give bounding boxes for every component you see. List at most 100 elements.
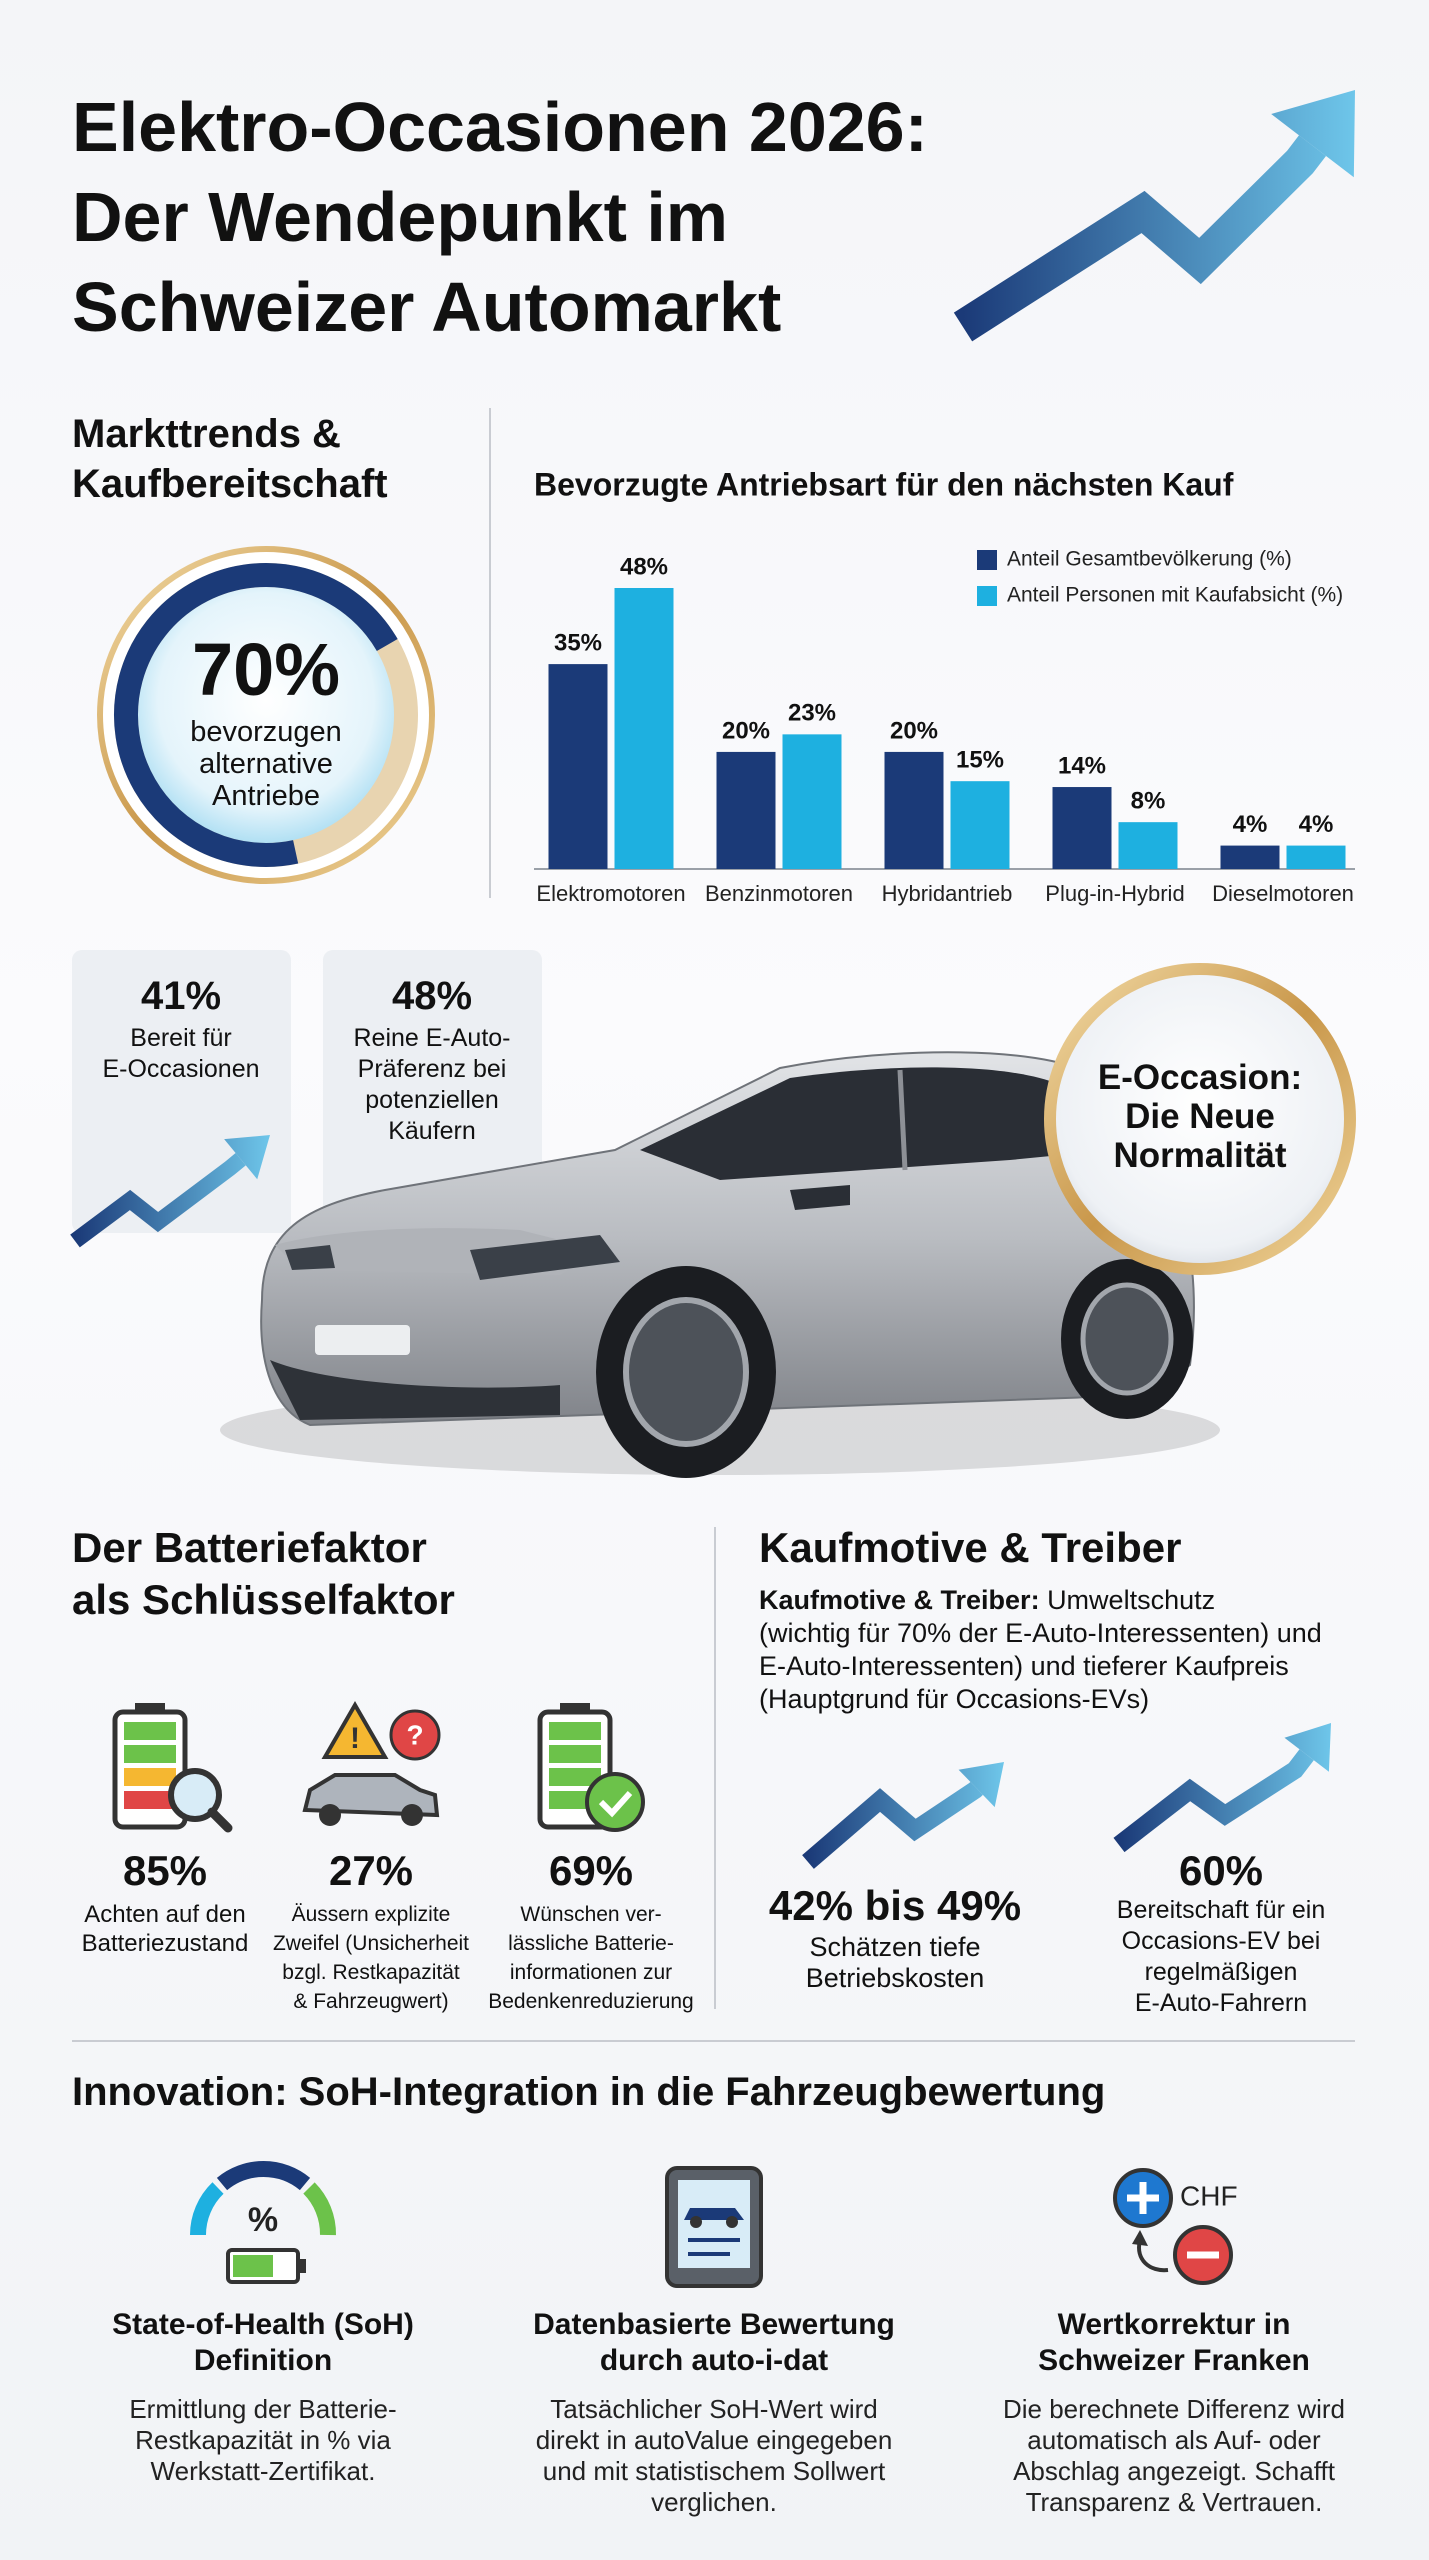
item-text-line: verglichen. (651, 2487, 777, 2517)
item-title-line: State-of-Health (SoH) (112, 2308, 414, 2341)
trend-arrow (1113, 1749, 1314, 1853)
item-title-line: Wertkorrektur in (1057, 2308, 1291, 2341)
ring-label-line: Antriebe (211, 780, 320, 812)
page-title-line: Schweizer Automarkt (72, 268, 782, 346)
section-heading-line: als Schlüsselfaktor (72, 1576, 455, 1623)
bar (716, 751, 776, 869)
x-tick-label: Benzinmotoren (705, 881, 853, 906)
value-label: 14% (1058, 752, 1106, 779)
trend-arrow (70, 1153, 246, 1248)
page-title-line: Der Wendepunkt im (72, 178, 729, 256)
bar (1052, 787, 1112, 869)
item-text: Tatsächlicher SoH-Wert wird direkt in aut… (484, 2394, 944, 2518)
stat-value: 27% (328, 1847, 414, 1894)
item-text-line: Transparenz & Vertrauen. (1025, 2487, 1323, 2517)
badge-text: E-Occasion: Die Neue Normalität (1060, 1058, 1340, 1175)
doubt-icon: ! ? (302, 1700, 441, 1826)
legend-swatch (977, 586, 997, 606)
stat-label-line: informationen zur (509, 1961, 673, 1984)
section-heading: Innovation: SoH-Integration in die Fahrz… (72, 2070, 1106, 2114)
value-label: 23% (788, 700, 836, 727)
stat-label-line: Betriebskosten (805, 1963, 985, 1993)
stat-label-line: & Fahrzeugwert) (293, 1990, 449, 2013)
ring-label-line: bevorzugen (190, 716, 342, 748)
legend-label: Anteil Personen mit Kaufabsicht (%) (1007, 584, 1343, 607)
stat-label-line: Bereit für (130, 1024, 232, 1052)
item-text-line: automatisch als Auf- oder (1027, 2425, 1321, 2455)
item-title: Wertkorrektur in Schweizer Franken (944, 2307, 1404, 2379)
item-title-line: Datenbasierte Bewertung (533, 2308, 895, 2341)
value-label: 48% (620, 553, 668, 580)
stat-label-line: E-Auto-Fahrern (1134, 1989, 1308, 2017)
svg-text:?: ? (406, 1719, 423, 1750)
stat-label-line: Occasions-EV bei (1121, 1927, 1321, 1955)
x-tick-label: Hybridantrieb (882, 881, 1013, 906)
trend-arrow-head (224, 1135, 270, 1180)
icon-label: CHF (1180, 2180, 1238, 2211)
item-text-line: Werkstatt-Zertifikat. (150, 2456, 376, 2486)
page-title: Elektro-Occasionen 2026: Der Wendepunkt i… (72, 82, 1072, 352)
badge (1044, 963, 1356, 1275)
x-tick-label: Dieselmotoren (1212, 881, 1354, 906)
ring-label: bevorzugen alternative Antriebe (136, 716, 396, 812)
ring-value: 70% (191, 628, 341, 711)
stat-label-line: Schätzen tiefe (809, 1932, 981, 1962)
bar (950, 781, 1010, 869)
stat-label: Bereitschaft für ein Occasions-EV bei rege… (1071, 1895, 1371, 2019)
item-text-line: Restkapazität in % via (135, 2425, 391, 2455)
stat-label-line: Präferenz bei (357, 1055, 507, 1083)
trend-arrow (802, 1781, 983, 1869)
stat-label-line: bzgl. Restkapazität (282, 1961, 460, 1984)
section-heading-line: Kaufbereitschaft (72, 462, 388, 506)
motives-text: Kaufmotive & Treiber: Umweltschutz (wicht… (759, 1584, 1419, 1716)
item-text-line: direkt in autoValue eingegeben (535, 2425, 893, 2455)
value-label: 35% (554, 629, 602, 656)
bar (1220, 845, 1280, 869)
stat-label-line: Reine E-Auto- (353, 1024, 511, 1052)
stat-label-line: Bereitschaft für ein (1116, 1896, 1326, 1924)
stat-label-line: regelmäßigen (1144, 1958, 1298, 1986)
item-text-line: Ermittlung der Batterie- (129, 2394, 397, 2424)
trend-arrow-head (958, 1762, 1004, 1808)
stat-value: 69% (548, 1847, 634, 1894)
motives-text-line: E-Auto-Interessenten) und tieferer Kaufp… (759, 1651, 1289, 1681)
bar (1286, 845, 1346, 869)
stat-label-line: Äussern explizite (291, 1903, 451, 1926)
stat-value: 42% bis 49% (768, 1882, 1022, 1929)
stat-label-line: E-Occasionen (102, 1055, 260, 1083)
gauge-icon (189, 2161, 336, 2284)
stat-value: 85% (122, 1847, 208, 1894)
value-label: 20% (890, 717, 938, 744)
stat-label: Äussern explizite Zweifel (Unsicherheit bz… (256, 1900, 486, 2016)
trend-arrow-head (1284, 1723, 1331, 1772)
item-title-line: Definition (193, 2344, 333, 2377)
badge-text-line: Normalität (1113, 1136, 1287, 1175)
badge-text-line: Die Neue (1125, 1097, 1275, 1136)
bar (548, 664, 608, 869)
x-tick-label: Elektromotoren (536, 881, 685, 906)
chf-icon (1113, 2168, 1233, 2285)
item-text-line: und mit statistischem Sollwert (542, 2456, 886, 2486)
stat-value: 60% (1178, 1847, 1264, 1894)
value-label: 8% (1131, 788, 1166, 815)
stat-label-line: Achten auf den (84, 1901, 246, 1928)
stat-label-line: Zweifel (Unsicherheit (272, 1932, 470, 1955)
value-label: 4% (1233, 811, 1268, 838)
stat-label: Schätzen tiefe Betriebskosten (745, 1932, 1045, 1994)
bar (1118, 822, 1178, 869)
item-title-line: durch auto-i-dat (599, 2344, 829, 2377)
battery-icon (112, 1703, 233, 1833)
stat-box (323, 950, 542, 1233)
value-label: 15% (956, 747, 1004, 774)
item-text: Ermittlung der Batterie- Restkapazität in… (33, 2394, 493, 2487)
section-heading-line: Markttrends & (72, 412, 341, 456)
section-heading: Der Batteriefaktor als Schlüsselfaktor (72, 1522, 672, 1626)
bar (884, 751, 944, 869)
car-illustration (220, 1051, 1220, 1478)
item-title: State-of-Health (SoH) Definition (33, 2307, 493, 2379)
x-tick-label: Plug-in-Hybrid (1045, 881, 1184, 906)
bar (614, 588, 674, 869)
